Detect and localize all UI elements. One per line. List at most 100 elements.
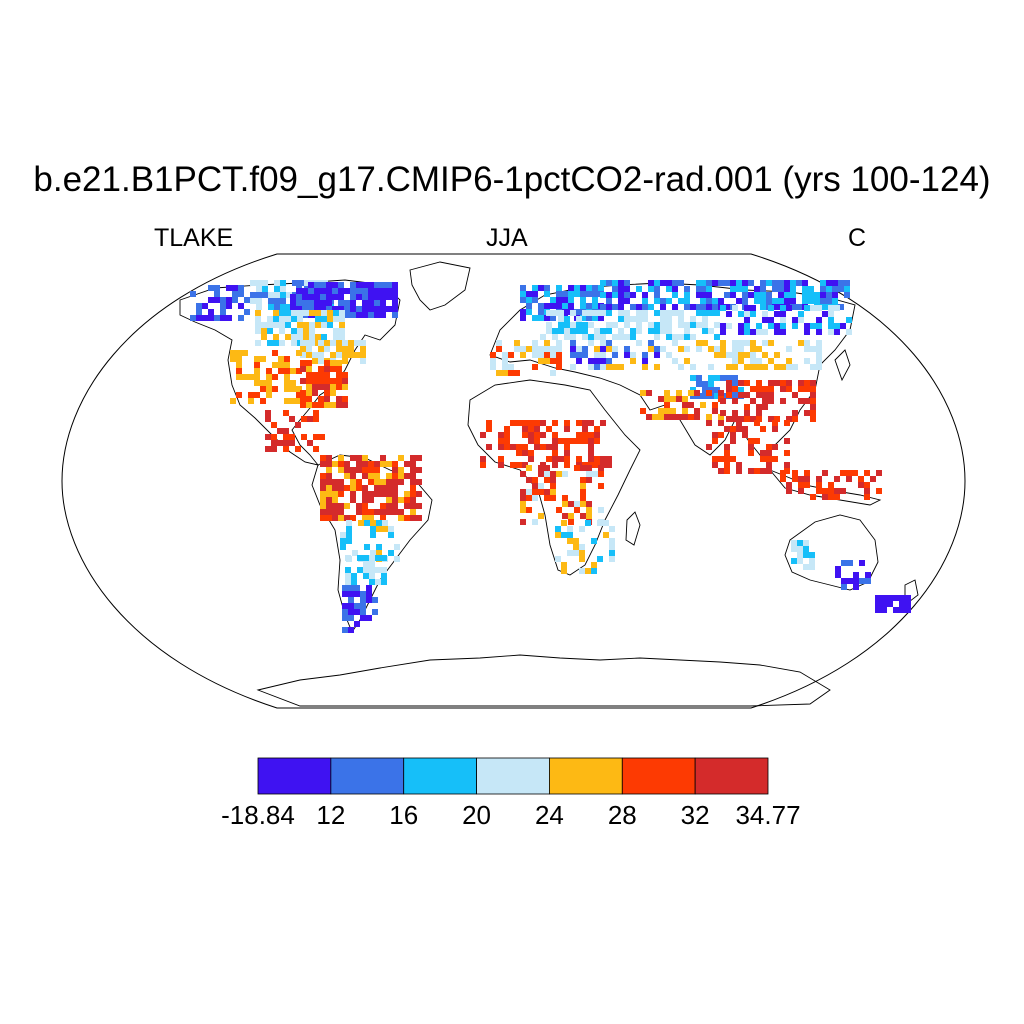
lake-cell [570,438,576,444]
lake-cell [682,402,688,408]
lake-cell [612,364,618,370]
lake-cell [726,311,732,317]
lake-cell [720,340,726,346]
lake-cell [302,288,308,294]
lake-cell [826,298,832,304]
lake-cell [320,282,326,288]
lake-cell [784,468,790,474]
lake-cell [804,358,810,364]
lake-cell [760,450,766,456]
lake-cell [790,286,796,292]
lake-cell [339,328,345,334]
lake-cell [846,317,852,323]
lake-cell [816,305,822,311]
lake-cell [490,358,496,364]
lake-cell [618,310,624,316]
lake-cell [238,291,244,297]
lake-cell [338,461,344,467]
lake-cell [380,300,386,306]
lake-cell [808,298,814,304]
lake-cell [712,298,718,304]
lake-cell [724,292,730,298]
lake-cell [356,509,362,515]
lake-cell [736,426,742,432]
lake-cell [797,546,803,552]
lake-cell [520,285,526,291]
lake-cell [232,291,238,297]
lake-cell [672,292,678,298]
lake-cell [736,280,742,286]
lake-cell [274,280,280,286]
lake-cell [303,328,309,334]
lake-cell [230,356,236,362]
lake-cell [306,390,312,396]
lake-cell [814,292,820,298]
lake-cell [380,294,386,300]
lake-cell [648,280,654,286]
lake-cell [326,288,332,294]
lake-cell [822,488,828,494]
lake-cell [550,346,556,352]
colorbar-label: 34.77 [735,800,801,830]
lake-cell [586,285,592,291]
lake-cell [600,334,606,340]
lake-cell [346,538,352,544]
lake-cell [295,446,301,452]
lake-cell [576,352,582,358]
lake-cell [756,358,762,364]
lake-cell [340,544,346,550]
lake-cell [374,491,380,497]
lake-cell [344,515,350,521]
lake-cell [718,420,724,426]
lake-cell [574,291,580,297]
lake-cell [344,461,350,467]
lake-cell [654,286,660,292]
lake-cell [562,297,568,303]
lake-cell [744,311,750,317]
lake-cell [313,434,319,440]
lake-cell [354,585,360,591]
lake-cell [592,285,598,291]
lake-cell [810,364,816,370]
lake-cell [250,298,256,304]
lake-cell [816,364,822,370]
lake-cell [822,494,828,500]
lake-cell [816,329,822,335]
lake-cell [306,402,312,408]
lake-cell [368,461,374,467]
lake-cell [214,291,220,297]
lake-cell [792,470,798,476]
lake-cell [706,292,712,298]
lake-cell [344,473,350,479]
lake-cell [696,375,702,381]
lake-cell [684,292,690,298]
lake-cell [562,471,568,477]
lake-cell [344,300,350,306]
lake-cell [508,370,514,376]
lake-cell [742,426,748,432]
lake-cell [380,282,386,288]
lake-cell [266,374,272,380]
lake-cell [694,408,700,414]
lake-cell [732,305,738,311]
lake-cell [320,509,326,515]
lake-cell [600,292,606,298]
lake-cell [296,288,302,294]
lake-cell [748,450,754,456]
lake-cell [326,300,332,306]
lake-cell [762,340,768,346]
lake-cell [576,316,582,322]
lake-cell [574,285,580,291]
lake-cell [285,316,291,322]
lake-cell [312,352,318,358]
lake-cell [526,507,532,513]
lake-cell [279,322,285,328]
lake-cell [410,479,416,485]
lake-cell [283,440,289,446]
lake-cell [682,408,688,414]
lake-cell [786,482,792,488]
lake-cell [762,398,768,404]
colorbar-swatch [257,757,332,795]
lake-cell [844,292,850,298]
lake-cell [720,410,726,416]
